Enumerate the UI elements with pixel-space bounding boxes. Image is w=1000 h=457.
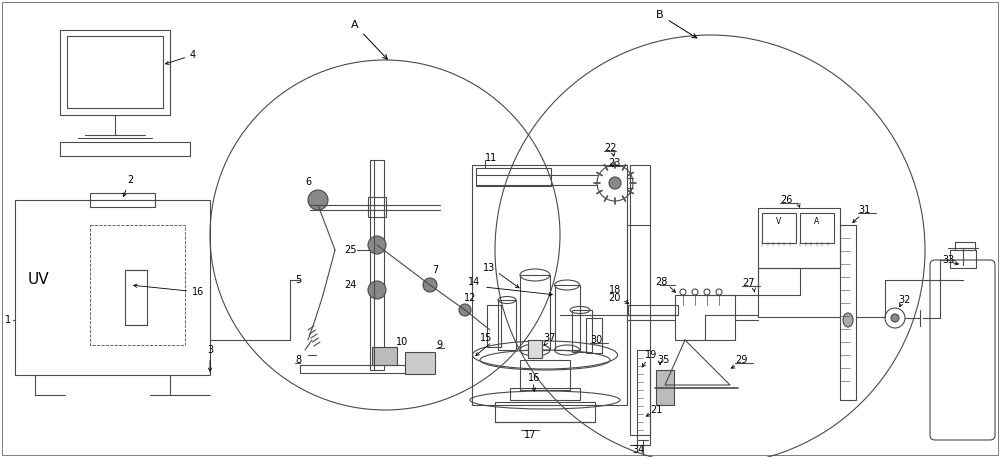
Bar (125, 270, 147, 325)
Text: B: B (656, 10, 697, 38)
Bar (60, 30, 170, 115)
Text: 1: 1 (5, 315, 11, 325)
Bar (762, 213, 796, 243)
Text: 20: 20 (609, 293, 621, 303)
Circle shape (609, 177, 621, 189)
Circle shape (308, 190, 328, 210)
Text: 34: 34 (632, 445, 644, 455)
Text: V: V (776, 218, 782, 227)
Text: 28: 28 (656, 277, 668, 287)
Text: 37: 37 (543, 333, 555, 343)
Circle shape (368, 281, 386, 299)
Text: 16: 16 (134, 284, 204, 297)
Text: 32: 32 (898, 295, 910, 305)
Text: 33: 33 (942, 255, 954, 265)
Text: 35: 35 (657, 355, 669, 365)
Text: 18: 18 (609, 285, 621, 295)
Text: 31: 31 (858, 205, 870, 215)
Circle shape (459, 304, 471, 316)
Bar (498, 300, 516, 350)
Bar (628, 305, 678, 315)
Text: 6: 6 (305, 177, 311, 187)
Bar (510, 388, 580, 400)
Text: 14: 14 (468, 277, 480, 287)
Text: 29: 29 (735, 355, 747, 365)
Text: 11: 11 (485, 153, 497, 163)
Bar (950, 250, 976, 268)
Text: 13: 13 (483, 263, 495, 273)
Text: 12: 12 (464, 293, 476, 303)
Text: 8: 8 (295, 355, 301, 365)
Text: A: A (351, 20, 387, 59)
Bar (520, 275, 550, 350)
Bar (572, 310, 592, 352)
Bar (472, 165, 627, 405)
Bar (90, 193, 155, 207)
Text: 9: 9 (436, 340, 442, 350)
Bar (90, 225, 185, 345)
Text: 21: 21 (650, 405, 662, 415)
Text: 17: 17 (524, 430, 536, 440)
Text: 7: 7 (432, 265, 438, 275)
Bar (656, 370, 674, 405)
Circle shape (891, 314, 899, 322)
Text: 26: 26 (780, 195, 792, 205)
Text: 25: 25 (344, 245, 357, 255)
Text: 23: 23 (608, 158, 620, 168)
Text: UV: UV (28, 272, 50, 287)
Text: 27: 27 (742, 278, 755, 288)
Text: 16: 16 (528, 373, 540, 383)
Circle shape (368, 236, 386, 254)
Text: 10: 10 (396, 337, 408, 347)
Bar (372, 347, 397, 365)
Text: 30: 30 (590, 335, 602, 345)
Bar (586, 318, 602, 353)
Bar (370, 160, 384, 370)
Bar (15, 200, 210, 375)
Bar (495, 402, 595, 422)
Text: 24: 24 (345, 280, 357, 290)
Text: 5: 5 (295, 275, 301, 285)
Bar (300, 365, 430, 373)
Circle shape (423, 278, 437, 292)
Bar (476, 168, 551, 186)
Bar (555, 285, 580, 350)
Bar (487, 305, 501, 347)
Bar (800, 213, 834, 243)
Text: A: A (814, 218, 820, 227)
Bar (520, 360, 570, 390)
Text: 22: 22 (604, 143, 616, 153)
Bar (368, 197, 386, 217)
Text: 2: 2 (123, 175, 133, 197)
Text: 4: 4 (166, 50, 196, 64)
Ellipse shape (843, 313, 853, 327)
Text: 3: 3 (207, 345, 213, 371)
Bar (675, 295, 735, 340)
Bar (60, 142, 190, 156)
Bar (528, 340, 542, 358)
Bar (840, 225, 856, 400)
Bar (405, 352, 435, 374)
Bar (630, 165, 650, 435)
Text: 15: 15 (480, 333, 492, 343)
Bar (637, 350, 650, 445)
Text: 19: 19 (645, 350, 657, 360)
Bar (758, 208, 840, 268)
Bar (67, 36, 163, 108)
